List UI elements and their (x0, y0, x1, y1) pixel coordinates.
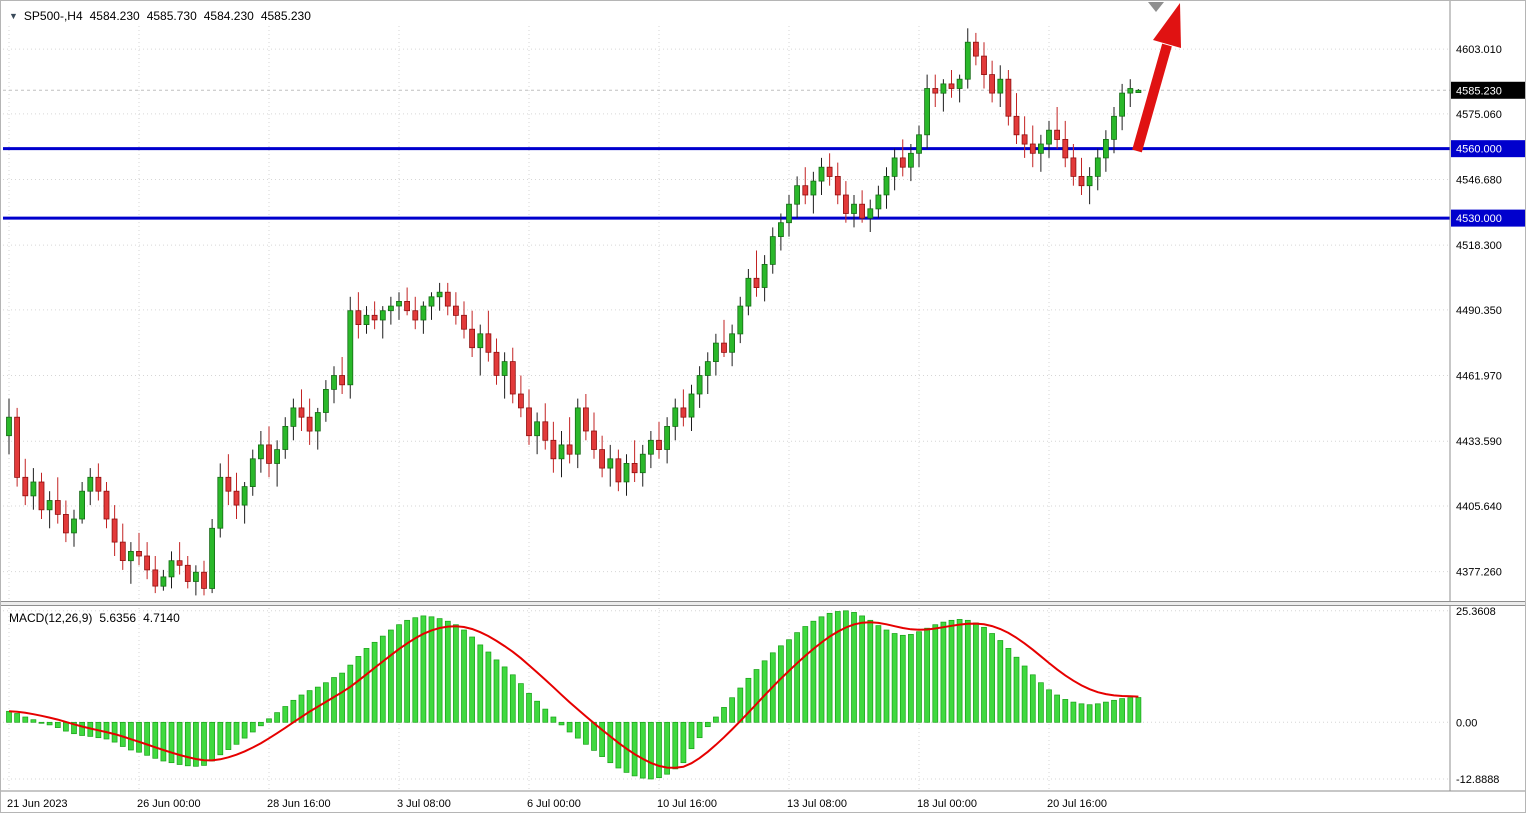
scroll-marker-icon[interactable] (1148, 2, 1164, 12)
price-tick-label: 4461.970 (1456, 371, 1502, 383)
quote-close: 4585.230 (260, 9, 311, 23)
price-tick-label: 4490.350 (1456, 305, 1502, 317)
price-tick-label: 4575.060 (1456, 109, 1502, 121)
current-price-label: 4585.230 (1456, 85, 1502, 97)
price-tick-label: 4546.680 (1456, 174, 1502, 186)
time-axis-label: 20 Jul 16:00 (1047, 798, 1107, 810)
candles (6, 28, 1142, 596)
macd-tick-label: 0.00 (1456, 717, 1477, 729)
overlays (1132, 2, 1181, 153)
macd-name: MACD(12,26,9) (9, 611, 93, 625)
time-axis-label: 28 Jun 16:00 (267, 798, 331, 810)
level-price-label: 4560.000 (1456, 144, 1502, 156)
macd-pane (6, 610, 1142, 780)
macd-tick-label: -12.8888 (1456, 774, 1499, 786)
chart-info-bar: ▼ SP500-,H4 4584.230 4585.730 4584.230 4… (9, 9, 311, 23)
horizontal-level-lines (3, 147, 1450, 220)
time-axis-label: 18 Jul 00:00 (917, 798, 977, 810)
quote-low: 4584.230 (203, 9, 254, 23)
price-tick-label: 4433.590 (1456, 436, 1502, 448)
gridlines (3, 26, 1450, 790)
time-axis-label: 13 Jul 08:00 (787, 798, 847, 810)
time-axis-label: 21 Jun 2023 (7, 798, 68, 810)
macd-signal-value: 4.7140 (143, 611, 180, 625)
time-axis-label: 6 Jul 00:00 (527, 798, 581, 810)
symbol-timeframe: SP500-,H4 (23, 9, 83, 23)
price-tick-label: 4518.300 (1456, 240, 1502, 252)
quote-high: 4585.730 (146, 9, 197, 23)
time-axis-label: 26 Jun 00:00 (137, 798, 201, 810)
macd-indicator-label: MACD(12,26,9) 5.6356 4.7140 (9, 611, 180, 625)
quote-open: 4584.230 (89, 9, 140, 23)
macd-main-value: 5.6356 (99, 611, 137, 625)
time-axis-label: 10 Jul 16:00 (657, 798, 717, 810)
time-axis-label: 3 Jul 08:00 (397, 798, 451, 810)
price-tick-label: 4405.640 (1456, 501, 1502, 513)
level-price-label: 4530.000 (1456, 213, 1502, 225)
price-tick-label: 4603.010 (1456, 44, 1502, 56)
macd-tick-label: 25.3608 (1456, 606, 1496, 618)
trend-arrow-up[interactable] (1132, 3, 1181, 153)
symbol-dropdown-icon[interactable]: ▼ (9, 11, 18, 21)
price-tick-label: 4377.260 (1456, 567, 1502, 579)
